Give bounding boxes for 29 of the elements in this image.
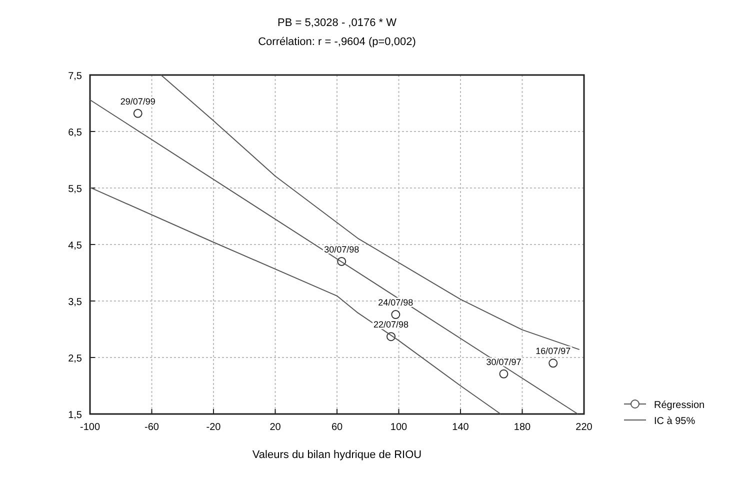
annotation: 30/07/98 <box>324 244 360 254</box>
y-tick-label: 5,5 <box>68 184 82 195</box>
x-tick-label: 180 <box>514 422 532 433</box>
annotation: 16/07/97 <box>536 346 571 356</box>
y-tick-label: 3,5 <box>68 297 82 308</box>
y-tick-label: 7,5 <box>68 71 82 82</box>
x-tick-label: 140 <box>452 422 470 433</box>
x-tick-label: 60 <box>331 422 343 433</box>
x-tick-label: -100 <box>80 422 100 433</box>
annotation: 22/07/98 <box>374 320 409 330</box>
chart-subtitle: Corrélation: r = -,9604 (p=0,002) <box>258 36 416 48</box>
point <box>391 310 400 320</box>
legend-label: IC à 95% <box>654 416 696 427</box>
x-tick-label: -60 <box>144 422 160 433</box>
y-tick-label: 4,5 <box>68 240 82 252</box>
x-axis-title: Valeurs du bilan hydrique de RIOU <box>252 449 422 461</box>
x-tick-label: -20 <box>206 422 222 433</box>
legend-label: Régression <box>654 400 705 411</box>
y-tick-label: 2,5 <box>68 354 82 364</box>
chart-title: PB = 5,3028 - ,0176 * W <box>278 17 398 29</box>
point <box>499 369 508 378</box>
x-tick-label: 20 <box>270 422 282 433</box>
point <box>548 358 558 368</box>
point <box>133 108 142 118</box>
y-tick-label: 6,5 <box>68 128 82 138</box>
y-tick-label: 1,5 <box>68 410 82 421</box>
x-tick-label: 220 <box>576 422 593 433</box>
x-tick-label: 100 <box>390 422 408 433</box>
annotation: 29/07/99 <box>120 96 156 106</box>
